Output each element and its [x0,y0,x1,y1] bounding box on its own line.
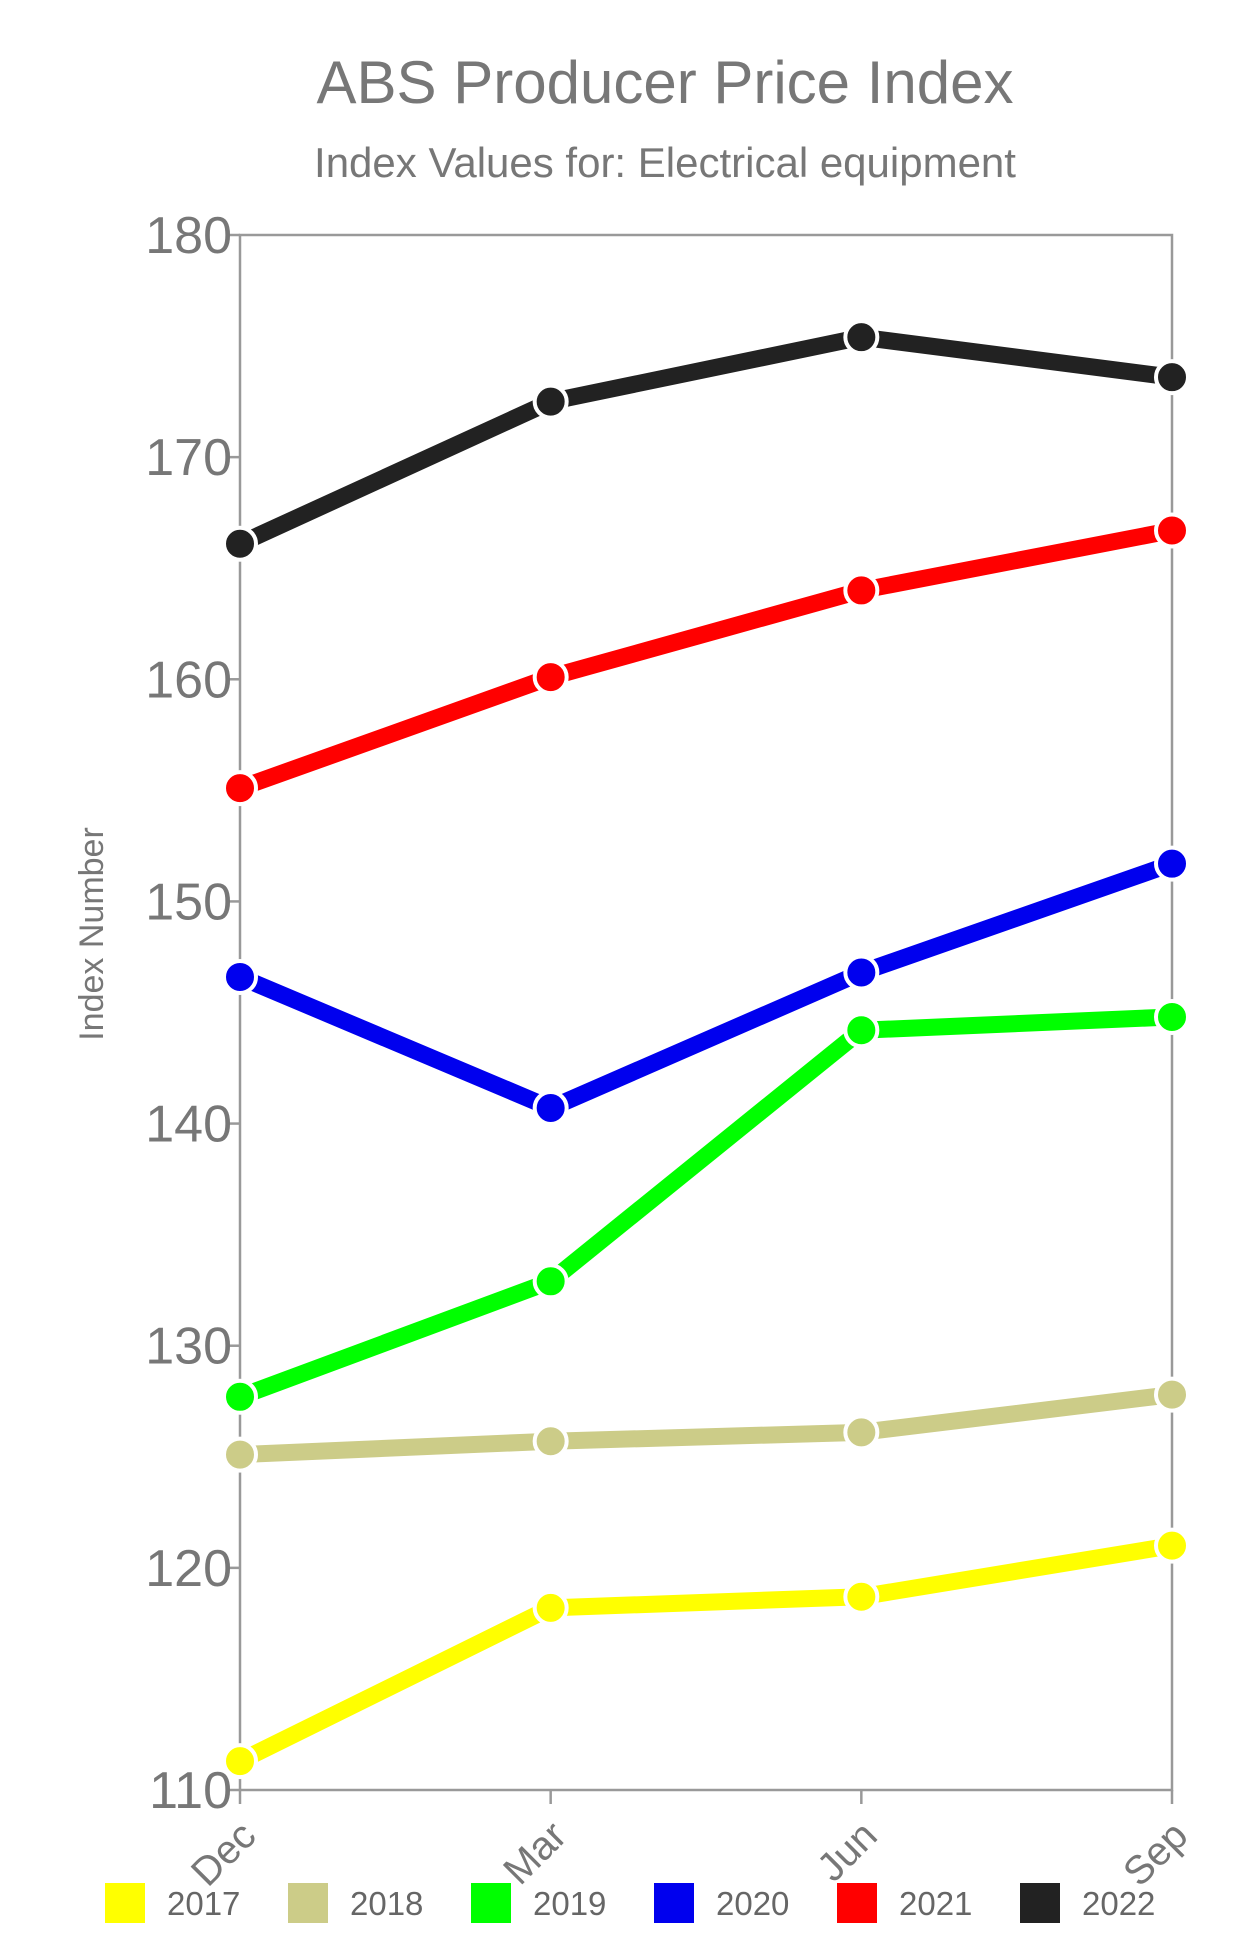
y-tick-label: 160 [145,651,232,709]
data-point[interactable] [222,1743,258,1780]
data-point[interactable] [1154,1527,1190,1564]
y-tick-label: 170 [145,429,232,487]
legend-item-2022[interactable]: 2022 [1020,1883,1155,1923]
y-tick-label: 180 [145,207,232,265]
data-point[interactable] [532,1589,569,1626]
legend-swatch [105,1883,145,1923]
data-point[interactable] [1154,1376,1190,1413]
y-tick-label: 110 [149,1762,232,1820]
y-tick-label: 120 [145,1540,232,1598]
data-point[interactable] [843,319,880,356]
legend-label: 2020 [716,1885,789,1922]
series-line [231,328,1181,553]
legend-item-2020[interactable]: 2020 [654,1883,789,1923]
data-point[interactable] [532,659,569,696]
legend-item-2017[interactable]: 2017 [105,1883,240,1923]
chart-title: ABS Producer Price Index [316,49,1013,116]
series-2018 [222,1376,1190,1473]
series-line [231,1386,1181,1464]
data-point[interactable] [532,383,569,420]
data-point[interactable] [222,1436,258,1473]
y-tick-label: 150 [145,873,232,931]
y-axis: 110 120 130 140 150 160 170 180 [145,207,240,1820]
data-point[interactable] [843,572,880,609]
x-axis: Dec Mar Jun Sep [183,1790,1196,1895]
legend-swatch [654,1883,694,1923]
series-line [231,1008,1181,1406]
legend-label: 2017 [167,1885,240,1922]
data-point[interactable] [1154,845,1190,882]
data-point[interactable] [532,1090,569,1127]
legend-label: 2021 [899,1885,972,1922]
data-point[interactable] [1154,998,1190,1035]
y-axis-label: Index Number [73,827,111,1041]
chart-subtitle: Index Values for: Electrical equipment [314,139,1016,186]
data-point[interactable] [222,525,258,562]
series-line [231,1537,1181,1770]
legend-swatch [1020,1883,1060,1923]
data-point[interactable] [532,1423,569,1460]
x-tick-label: Sep [1115,1813,1196,1894]
legend-label: 2022 [1082,1885,1155,1922]
data-point[interactable] [222,1378,258,1415]
data-point[interactable] [843,954,880,991]
data-point[interactable] [222,770,258,807]
legend-item-2018[interactable]: 2018 [288,1883,423,1923]
legend-label: 2019 [533,1885,606,1922]
series-layer [222,319,1190,1780]
x-tick-label: Mar [495,1813,575,1893]
legend-label: 2018 [350,1885,423,1922]
series-2019 [222,998,1190,1415]
data-point[interactable] [843,1012,880,1049]
data-point[interactable] [222,958,258,995]
series-line [231,855,1181,1117]
legend-swatch [471,1883,511,1923]
x-tick-label: Dec [183,1813,264,1894]
legend-swatch [288,1883,328,1923]
x-tick-label: Jun [809,1813,886,1890]
legend-swatch [837,1883,877,1923]
data-point[interactable] [1154,359,1190,396]
data-point[interactable] [532,1263,569,1300]
y-tick-label: 130 [145,1318,232,1376]
legend-item-2021[interactable]: 2021 [837,1883,972,1923]
legend: 2017 2018 2019 2020 2021 2022 [105,1883,1155,1923]
series-2017 [222,1527,1190,1780]
data-point[interactable] [843,1414,880,1451]
series-line [231,521,1181,797]
series-2020 [222,845,1190,1127]
series-2021 [222,512,1190,807]
data-point[interactable] [1154,512,1190,549]
y-tick-label: 140 [145,1096,232,1154]
plot-frame [238,233,1174,1792]
series-2022 [222,319,1190,562]
legend-item-2019[interactable]: 2019 [471,1883,606,1923]
data-point[interactable] [843,1578,880,1615]
